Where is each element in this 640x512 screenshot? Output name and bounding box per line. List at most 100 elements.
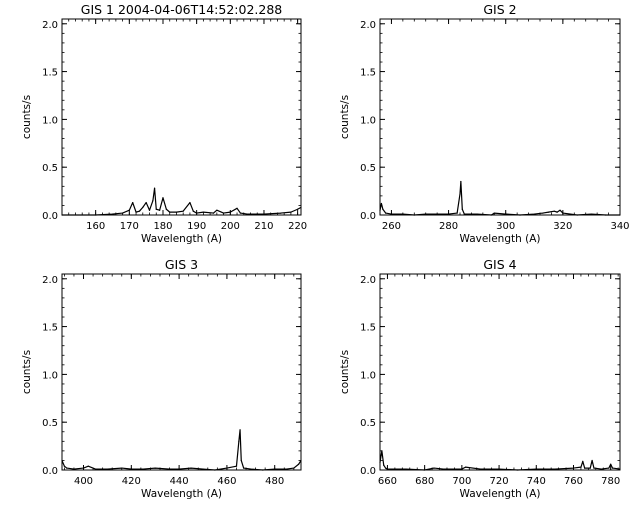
data-point <box>542 212 544 214</box>
data-point <box>600 468 602 470</box>
x-tick-label: 400 <box>74 476 93 487</box>
y-tick-label: 1.0 <box>360 115 376 126</box>
x-tick-label: 420 <box>122 476 141 487</box>
data-point <box>196 212 198 214</box>
data-point <box>212 212 215 214</box>
data-point <box>148 209 151 211</box>
data-point <box>132 201 134 204</box>
data-point <box>239 429 241 431</box>
data-point <box>190 467 192 469</box>
data-point <box>222 212 225 214</box>
x-tick-label: 300 <box>496 221 515 232</box>
data-point <box>82 467 85 469</box>
data-point <box>582 460 584 462</box>
data-point <box>168 468 171 470</box>
data-point <box>425 213 427 215</box>
data-point <box>461 468 463 470</box>
y-tick-label: 0.5 <box>360 163 376 174</box>
y-tick-label: 1.5 <box>360 323 376 334</box>
data-point <box>262 469 264 471</box>
data-point <box>236 207 238 209</box>
data-point <box>413 214 415 216</box>
chart-panel: GIS 1 2004-04-06T14:52:02.288 0.0 0.5 1.0 1.… <box>21 2 307 245</box>
data-point <box>498 468 500 470</box>
y-tick-label: 1.0 <box>42 115 58 126</box>
data-point <box>460 180 462 183</box>
data-point <box>61 459 63 462</box>
plot-frame <box>379 18 621 216</box>
plot-frame <box>61 273 302 471</box>
data-point <box>263 213 265 215</box>
y-tick-label: 1.5 <box>42 323 58 334</box>
data-point <box>405 468 407 470</box>
data-point <box>433 467 435 469</box>
data-point <box>605 214 607 216</box>
data-point <box>175 211 178 213</box>
data-point <box>135 211 137 213</box>
y-tick-label: 0.5 <box>360 418 376 429</box>
data-point <box>162 197 164 199</box>
data-point <box>142 206 144 208</box>
data-point <box>106 468 109 470</box>
data-point <box>611 467 614 469</box>
x-tick-label: 700 <box>452 476 471 487</box>
y-tick-label: 0.0 <box>360 466 376 477</box>
data-point <box>192 210 194 212</box>
data-point <box>424 469 426 471</box>
x-tick-label: 720 <box>490 476 509 487</box>
data-point <box>519 214 521 216</box>
data-point <box>547 211 550 213</box>
data-point <box>238 440 240 442</box>
data-point <box>589 467 591 469</box>
data-point <box>290 211 292 213</box>
data-point <box>300 206 302 208</box>
data-point <box>517 469 519 471</box>
data-point <box>240 459 242 462</box>
data-point <box>593 467 595 469</box>
chart-panel: GIS 4 0.0 0.5 1.0 1.5 2.0 660 680 700 720 740 760 78… <box>339 257 621 500</box>
x-tick-label: 190 <box>187 221 206 232</box>
data-point <box>250 468 252 470</box>
chart-title: GIS 1 2004-04-06T14:52:02.288 <box>81 2 283 17</box>
x-tick-label: 440 <box>170 476 189 487</box>
data-point <box>239 212 242 214</box>
data-point <box>128 209 130 211</box>
x-tick-label: 760 <box>564 476 583 487</box>
x-tick-label: 200 <box>221 221 240 232</box>
data-point <box>493 212 495 214</box>
chart-title: GIS 2 <box>483 2 516 17</box>
data-point <box>142 468 144 470</box>
data-point <box>463 213 465 215</box>
data-point <box>63 465 65 467</box>
x-tick-label: 680 <box>415 476 434 487</box>
data-point <box>382 208 384 210</box>
data-point <box>73 468 75 470</box>
data-point <box>152 200 154 202</box>
y-axis-label: counts/s <box>21 95 33 139</box>
data-point <box>384 467 387 469</box>
x-axis-label: Wavelength (A) <box>459 233 540 245</box>
data-point <box>456 212 458 214</box>
data-point <box>280 212 282 214</box>
x-tick-label: 220 <box>288 221 307 232</box>
data-point <box>553 210 555 212</box>
y-tick-label: 1.5 <box>42 68 58 79</box>
data-point <box>154 467 156 469</box>
data-point <box>390 213 393 215</box>
data-point <box>464 466 467 468</box>
data-point <box>436 213 438 215</box>
data-point <box>66 467 68 469</box>
data-point <box>243 467 245 469</box>
data-point <box>608 467 610 469</box>
data-point <box>165 208 167 210</box>
data-point <box>383 464 385 466</box>
x-axis-label: Wavelength (A) <box>459 488 540 500</box>
data-point <box>461 208 463 210</box>
data-point <box>576 214 578 216</box>
x-tick-label: 170 <box>120 221 139 232</box>
x-tick-label: 320 <box>553 221 572 232</box>
data-point <box>580 466 582 468</box>
data-point <box>447 213 450 215</box>
data-point <box>476 213 478 215</box>
